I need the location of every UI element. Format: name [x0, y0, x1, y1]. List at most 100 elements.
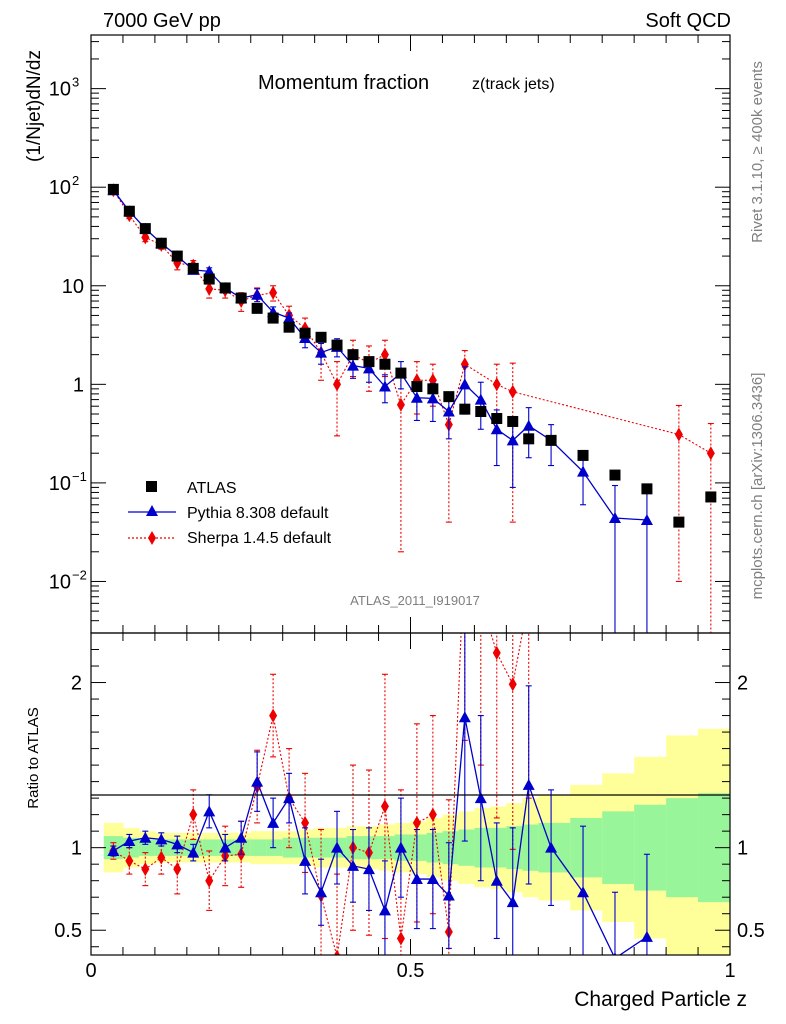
main-sherpa-point: [396, 397, 405, 412]
ratio-pythia-point: [331, 841, 344, 853]
y-tick-label: 10: [49, 473, 71, 495]
ratio-inner-band: [666, 798, 699, 898]
main-atlas-point: [139, 223, 151, 235]
ratio-sherpa-point: [205, 873, 214, 888]
x-tick-label: 0: [85, 960, 96, 982]
main-pythia-point: [362, 362, 375, 374]
ratio-sherpa-point: [525, 593, 533, 607]
main-pythia-point: [378, 380, 391, 392]
site-label: mcplots.cern.ch [arXiv:1306.3436]: [749, 373, 766, 600]
y-tick-label: 10: [62, 276, 84, 298]
y-tick-label: 10: [49, 177, 71, 199]
main-atlas-point: [705, 491, 717, 503]
main-atlas-point: [171, 250, 183, 262]
main-atlas-point: [123, 205, 135, 217]
main-atlas-point: [347, 349, 359, 361]
ratio-pythia-point: [267, 816, 280, 828]
main-pythia-point: [458, 378, 471, 390]
legend-sherpa-marker: [148, 531, 156, 545]
main-atlas-point: [577, 449, 589, 461]
ratio-pythia-point: [362, 863, 375, 875]
main-atlas-point: [235, 292, 247, 304]
y-tick-exponent: −1: [72, 469, 87, 484]
main-atlas-point: [251, 302, 263, 314]
ratio-pythia-point: [155, 833, 168, 845]
energy-label: 7000 GeV pp: [103, 10, 221, 32]
y-axis-label: (1/Njet)dN/dz: [24, 50, 45, 162]
ratio-pythia-point: [577, 886, 590, 898]
main-atlas-point: [155, 237, 167, 249]
ratio-pythia-point: [346, 859, 359, 871]
main-sherpa-point: [333, 377, 342, 392]
legend-atlas-label: ATLAS: [187, 480, 237, 497]
ratio-inner-band: [426, 832, 443, 863]
main-atlas-point: [443, 391, 455, 403]
main-pythia-point: [426, 392, 439, 404]
main-sherpa-point: [460, 357, 469, 372]
rivet-label: Rivet 3.1.10, ≥ 400k events: [749, 61, 766, 243]
y-tick-label: 10: [49, 79, 71, 101]
legend-sherpa-label: Sherpa 1.4.5 default: [187, 530, 332, 547]
x-tick-label: 1: [724, 960, 735, 982]
ratio-pythia-point: [458, 711, 471, 723]
ratio-pythia-point: [139, 831, 152, 843]
ratio-pythia-point: [640, 930, 653, 942]
ratio-pythia-point: [203, 805, 216, 817]
y-tick-exponent: −2: [72, 567, 87, 582]
main-pythia-point: [608, 512, 621, 524]
main-sherpa-point: [508, 384, 517, 399]
main-atlas-point: [523, 433, 535, 445]
ratio-pythia-point: [299, 854, 312, 866]
y-tick-label: 1: [73, 374, 84, 396]
ratio-inner-band: [602, 811, 635, 884]
ratio-y-tick-label: 2: [71, 673, 82, 695]
ratio-pythia-point: [315, 886, 328, 898]
ratio-pythia-point: [187, 846, 200, 858]
main-sherpa-point: [674, 427, 683, 442]
main-atlas-point: [411, 381, 423, 393]
main-pythia-point: [283, 312, 296, 324]
ratio-inner-band: [410, 834, 427, 861]
ratio-inner-band: [442, 831, 459, 865]
main-pythia-point: [640, 514, 653, 526]
main-atlas-point: [641, 483, 653, 495]
main-atlas-point: [315, 331, 327, 343]
ratio-pythia-point: [283, 792, 296, 804]
ratio-y-tick-label: 1: [71, 838, 82, 860]
ratio-pythia-point: [251, 775, 264, 787]
main-sherpa-point: [492, 377, 501, 392]
ratio-pythia-point: [123, 835, 136, 847]
ratio-sherpa-point: [157, 850, 166, 865]
main-atlas-point: [331, 339, 343, 351]
main-atlas-point: [283, 321, 295, 333]
ratio-pythia-point: [545, 841, 558, 853]
main-pythia-point: [251, 288, 264, 300]
main-pythia-point: [522, 419, 535, 431]
ratio-sherpa-point: [141, 862, 150, 877]
main-atlas-point: [545, 434, 557, 446]
main-pythia-point: [442, 405, 455, 417]
ratio-sherpa-point: [461, 535, 469, 549]
ratio-pythia-point: [219, 841, 232, 853]
main-pythia-point: [577, 465, 590, 477]
ratio-y-tick-label-right: 1: [737, 838, 748, 860]
ratio-y-axis-label: Ratio to ATLAS: [25, 707, 42, 808]
analysis-label: ATLAS_2011_I919017: [350, 593, 480, 608]
ratio-sherpa-point: [189, 807, 198, 822]
main-atlas-point: [609, 469, 621, 481]
ratio-inner-band: [538, 822, 571, 873]
y-tick-exponent: 2: [72, 173, 79, 188]
main-atlas-point: [267, 312, 279, 324]
main-atlas-point: [395, 367, 407, 379]
ratio-inner-band: [634, 804, 667, 891]
ratio-pythia-point: [522, 778, 535, 790]
chart-title-sub: z(track jets): [472, 76, 555, 93]
main-atlas-point: [459, 403, 471, 415]
chart-title: Momentum fraction: [258, 72, 429, 94]
legend-pythia-marker: [146, 505, 158, 516]
legend-atlas-marker: [146, 481, 157, 492]
main-atlas-point: [203, 273, 215, 285]
ratio-pythia-point: [378, 904, 391, 916]
y-tick-label: 10: [49, 571, 71, 593]
